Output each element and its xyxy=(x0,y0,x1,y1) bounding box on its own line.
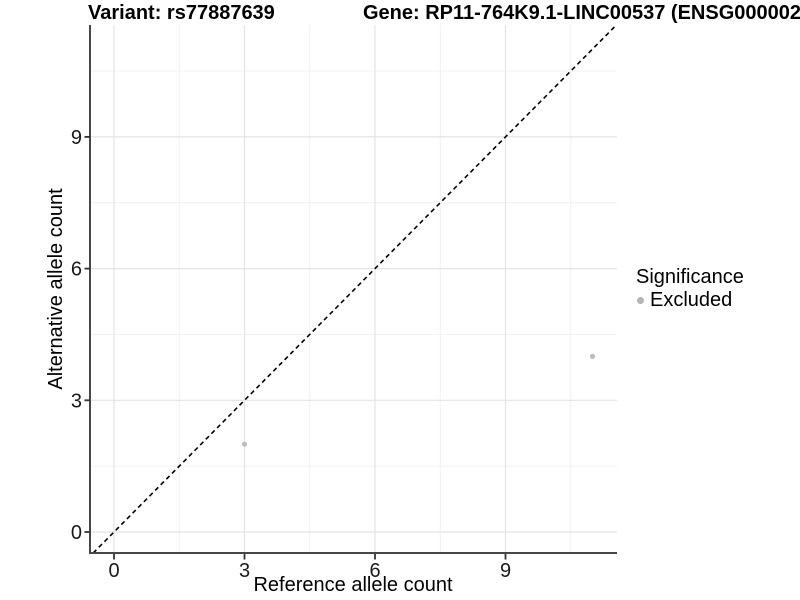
legend: Significance Excluded xyxy=(636,266,744,311)
legend-item-label: Excluded xyxy=(650,289,733,311)
data-point xyxy=(241,441,248,447)
legend-title: Significance xyxy=(636,266,744,288)
dot-icon xyxy=(637,296,644,304)
y-tick-label: 9 xyxy=(71,127,82,149)
identity-line xyxy=(92,24,617,554)
identity-line-path xyxy=(92,24,617,554)
y-axis-title: Alternative allele count xyxy=(45,188,67,390)
gridlines-major xyxy=(90,25,617,553)
gene-title: Gene: RP11-764K9.1-LINC00537 (ENSG000002 xyxy=(363,2,800,24)
legend-item-excluded: Excluded xyxy=(636,289,744,311)
gridlines-minor xyxy=(90,25,617,553)
x-tick-label: 6 xyxy=(369,560,380,582)
x-tick-label: 0 xyxy=(108,560,119,582)
tick-labels: 0 3 6 9 0 3 6 9 xyxy=(71,127,511,582)
data-point xyxy=(589,353,596,359)
data-points xyxy=(241,353,596,447)
tick-marks xyxy=(84,135,507,560)
x-tick-label: 9 xyxy=(500,560,511,582)
x-tick-label: 3 xyxy=(239,560,250,582)
variant-title: Variant: rs77887639 xyxy=(88,2,275,24)
y-tick-label: 0 xyxy=(71,522,82,544)
x-axis-title: Reference allele count xyxy=(253,574,452,596)
axis-lines xyxy=(89,25,617,554)
y-tick-label: 3 xyxy=(71,390,82,412)
y-tick-label: 6 xyxy=(71,259,82,281)
